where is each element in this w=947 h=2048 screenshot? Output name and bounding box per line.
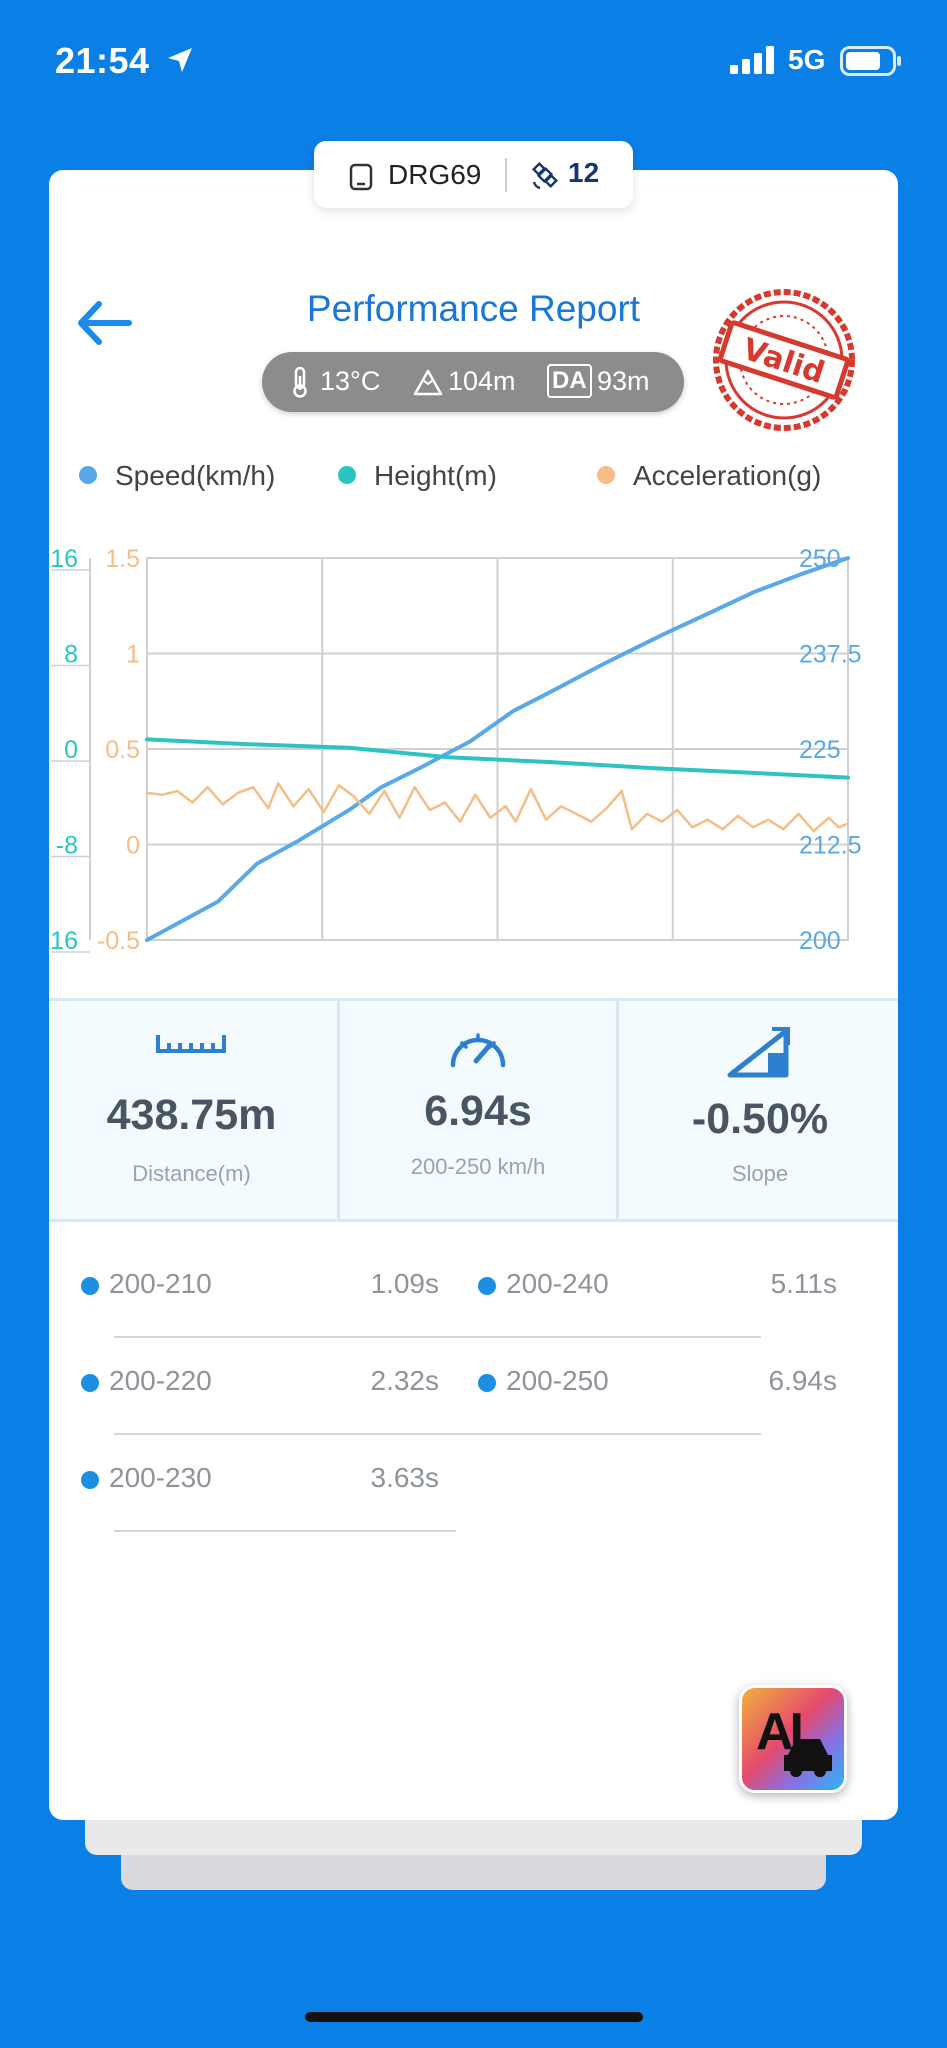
legend-speed-label: Speed(km/h): [115, 460, 276, 491]
split-dot: [478, 1374, 496, 1392]
legend-height[interactable]: Height(m): [338, 460, 497, 492]
legend-height-label: Height(m): [374, 460, 497, 491]
legend-speed-dot: [79, 465, 97, 484]
mountain-icon: [413, 369, 443, 396]
split-row: 200-210 1.09s: [49, 1240, 469, 1338]
acceleration-series-line: [145, 782, 850, 833]
network-type: 5G: [788, 44, 826, 75]
device-pill-divider: [505, 158, 507, 192]
satellite-icon: [531, 161, 559, 190]
thermometer-icon: [293, 366, 307, 398]
split-divider: [114, 1336, 761, 1338]
height-axis-tick-label: 8: [64, 641, 78, 669]
stat-time-label: 200-250 km/h: [410, 1154, 546, 1179]
density-altitude-label: DA: [547, 364, 592, 398]
acceleration-axis-tick-label: 0: [126, 832, 140, 860]
device-name: DRG69: [388, 159, 482, 190]
split-row: 200-240 5.11s: [114, 1240, 898, 1338]
ai-assistant-button[interactable]: AI: [739, 1685, 847, 1793]
split-row: 200-220 2.32s: [49, 1337, 449, 1433]
split-dot: [81, 1471, 99, 1489]
height-series-line: [145, 737, 850, 780]
status-bar: 21:54 5G: [0, 0, 947, 120]
height-axis-tick-label: -16: [49, 927, 78, 955]
device-pill[interactable]: DRG69 12: [314, 141, 633, 208]
density-altitude-value: 93m: [597, 366, 650, 396]
split-range: 200-210: [109, 1268, 212, 1299]
split-dot: [478, 1277, 496, 1295]
speed-axis-tick-label: 200: [799, 927, 841, 955]
acceleration-axis-tick-label: -0.5: [97, 927, 140, 955]
altitude-value: 104m: [448, 366, 516, 396]
acceleration-axis-tick-label: 1: [126, 641, 140, 669]
split-range: 200-220: [109, 1365, 212, 1396]
car-icon: [784, 1739, 832, 1777]
split-dot: [81, 1277, 99, 1295]
height-axis-tick-label: 0: [64, 736, 78, 764]
height-axis-tick-label: -8: [56, 832, 78, 860]
split-time: 3.63s: [370, 1462, 440, 1493]
legend-acceleration-label: Acceleration(g): [633, 460, 822, 491]
speed-series-line: [145, 556, 850, 942]
stat-time: 6.94s 200-250 km/h: [337, 1001, 616, 1219]
temperature-value: 13°C: [320, 366, 381, 396]
speed-axis-tick-label: 225: [799, 736, 841, 764]
battery-icon: [840, 46, 901, 76]
split-time: 5.11s: [770, 1268, 837, 1299]
split-time: 2.32s: [370, 1365, 440, 1396]
stat-slope: -0.50% Slope: [616, 1001, 898, 1219]
split-time: 6.94s: [768, 1365, 838, 1396]
location-arrow-icon: [168, 48, 192, 72]
speed-axis-tick-label: 212.5: [799, 832, 862, 860]
valid-stamp-icon: Valid: [713, 289, 855, 431]
stat-distance-value: 438.75m: [106, 1091, 277, 1139]
split-dot: [81, 1374, 99, 1392]
satellite-count: 12: [568, 157, 600, 188]
height-axis-tick-label: 16: [50, 545, 78, 573]
page-title: Performance Report: [306, 288, 641, 329]
home-indicator[interactable]: [305, 2012, 643, 2022]
split-row: 200-230 3.63s: [49, 1434, 456, 1532]
legend-acceleration-dot: [597, 465, 615, 484]
signal-bars-icon: [730, 46, 774, 74]
status-time: 21:54: [55, 40, 150, 81]
acceleration-axis-tick-label: 1.5: [105, 545, 140, 573]
stats-panel: 438.75m Distance(m) 6.94s 200-250 km/h -…: [49, 998, 898, 1222]
legend-height-dot: [338, 465, 356, 484]
speed-axis-tick-label: 237.5: [799, 641, 862, 669]
stat-time-value: 6.94s: [424, 1087, 532, 1135]
ruler-icon: [156, 1035, 226, 1053]
conditions-pill: 13°C 104m DA 93m: [262, 352, 684, 412]
report-card: Performance Report 13°C 104m DA 93m Vali…: [49, 170, 898, 1820]
split-time: 1.09s: [370, 1268, 440, 1299]
split-range: 200-240: [506, 1268, 609, 1299]
back-arrow-icon[interactable]: [69, 288, 139, 358]
speedometer-icon: [450, 1033, 506, 1068]
device-phone-icon: [349, 163, 373, 191]
legend-speed[interactable]: Speed(km/h): [79, 460, 275, 492]
acceleration-axis-tick-label: 0.5: [105, 736, 140, 764]
stat-slope-value: -0.50%: [691, 1095, 829, 1143]
stat-slope-label: Slope: [731, 1161, 789, 1186]
slope-icon: [727, 1027, 790, 1078]
chart-legend: Speed(km/h) Height(m) Acceleration(g): [49, 460, 898, 500]
stat-distance: 438.75m Distance(m): [49, 1001, 334, 1219]
split-divider: [114, 1433, 761, 1435]
split-divider: [114, 1530, 456, 1532]
split-range: 200-230: [109, 1462, 212, 1493]
split-range: 200-250: [506, 1365, 609, 1396]
legend-acceleration[interactable]: Acceleration(g): [597, 460, 821, 492]
stat-distance-label: Distance(m): [132, 1161, 251, 1186]
split-row: 200-250 6.94s: [114, 1337, 898, 1435]
